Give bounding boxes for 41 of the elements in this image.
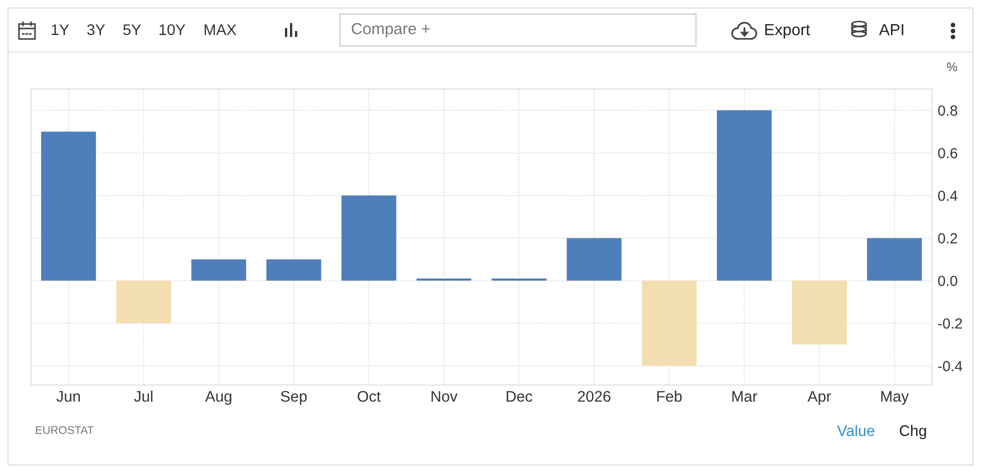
x-tick-label: Oct bbox=[358, 390, 381, 402]
x-tick-label: Nov bbox=[432, 391, 458, 402]
bar bbox=[266, 259, 322, 281]
bar bbox=[41, 132, 96, 281]
y-tick-label: 0.8 bbox=[938, 105, 958, 116]
bar bbox=[642, 280, 697, 366]
x-tick-label: Feb bbox=[657, 390, 682, 402]
text: EUROSTAT bbox=[36, 426, 94, 434]
x-tick-label: Sep bbox=[280, 390, 307, 405]
y-axis-title: % bbox=[946, 62, 958, 72]
x-tick-label: Mar bbox=[732, 391, 758, 402]
x-tick-label: Apr bbox=[808, 391, 832, 405]
y-tick-label: 0.2 bbox=[938, 233, 958, 244]
bar bbox=[792, 280, 847, 345]
text: 5Y bbox=[123, 24, 142, 36]
bar bbox=[566, 238, 622, 281]
text: 10Y bbox=[160, 24, 186, 36]
bar bbox=[716, 110, 772, 281]
text: 3Y bbox=[87, 24, 106, 36]
bar bbox=[191, 259, 246, 281]
text: MAX bbox=[204, 24, 236, 35]
bar bbox=[341, 195, 396, 281]
text: API bbox=[879, 24, 904, 36]
y-tick-label: 0.0 bbox=[938, 276, 958, 286]
x-tick-label: Dec bbox=[506, 391, 532, 402]
bar bbox=[116, 280, 172, 324]
text: Export bbox=[765, 24, 810, 38]
text: Value bbox=[837, 424, 874, 436]
x-tick-label: May bbox=[881, 391, 909, 405]
x-tick-label: Jun bbox=[56, 391, 80, 402]
x-tick-label: Jul bbox=[134, 390, 152, 402]
text: 1Y bbox=[52, 24, 70, 35]
y-tick-label: 0.4 bbox=[938, 190, 958, 201]
text: Compare + bbox=[352, 22, 430, 38]
y-tick-label: -0.4 bbox=[938, 360, 962, 372]
y-tick-label: -0.2 bbox=[938, 318, 962, 329]
x-tick-label: Aug bbox=[205, 391, 232, 405]
x-tick-label: 2026 bbox=[578, 390, 610, 402]
bar bbox=[867, 238, 922, 281]
text: Chg bbox=[900, 424, 926, 440]
y-tick-label: 0.6 bbox=[938, 148, 958, 158]
